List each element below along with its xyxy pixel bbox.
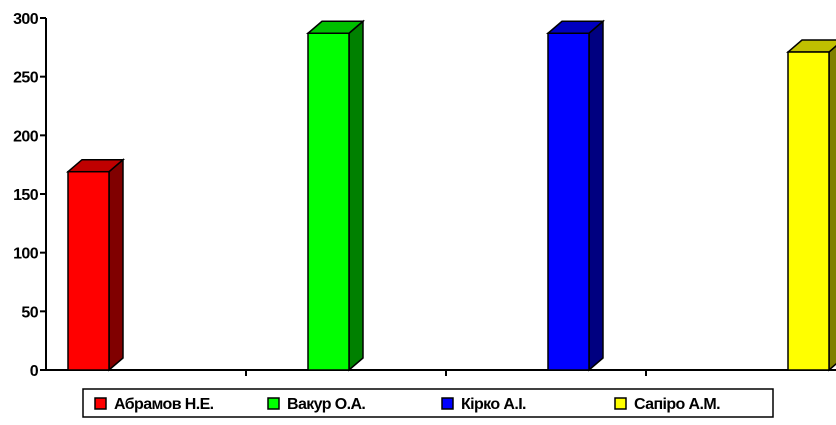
legend-item-4: Сапіро А.М. [614, 396, 721, 413]
legend-label: Абрамов Н.Е. [114, 396, 214, 413]
bar-side-face [348, 19, 364, 372]
y-tick-label: 200 [13, 128, 39, 145]
bar-2 [305, 19, 366, 372]
bar-4 [785, 39, 836, 372]
legend-swatch [441, 397, 454, 410]
legend-item-1: Абрамов Н.Е. [94, 396, 214, 413]
legend-label: Вакур О.А. [287, 396, 365, 413]
bar-1 [65, 158, 126, 372]
bar-front-face [67, 170, 110, 371]
legend-swatch [267, 397, 280, 410]
legend-swatch [614, 397, 627, 410]
bars [65, 19, 836, 372]
legend-item-3: Кірко А.І. [441, 396, 527, 413]
bar-side-face [588, 19, 604, 372]
bar-front-face [307, 32, 350, 371]
y-tick-label: 0 [30, 363, 39, 380]
bar-front-face [787, 51, 830, 371]
bar-side-face [828, 45, 836, 372]
legend-swatch [94, 397, 107, 410]
legend-label: Сапіро А.М. [634, 396, 720, 413]
bar-side-face [108, 158, 124, 372]
axes: 0 50 100 150 200 250 300 [13, 11, 836, 380]
bar-top-face [785, 39, 836, 53]
bar-3 [545, 19, 606, 372]
legend: Абрамов Н.Е. Вакур О.А. Кірко А.І. Сапіро А… [82, 388, 774, 418]
legend-label: Кірко А.І. [461, 396, 526, 413]
y-tick-label: 250 [13, 70, 39, 87]
y-tick-label: 150 [13, 187, 39, 204]
y-tick-label: 100 [13, 246, 39, 263]
legend-box [82, 388, 774, 418]
y-tick-label: 300 [13, 11, 39, 28]
y-tick-label: 50 [21, 304, 38, 321]
bar-front-face [547, 32, 590, 371]
legend-item-2: Вакур О.А. [267, 396, 366, 413]
